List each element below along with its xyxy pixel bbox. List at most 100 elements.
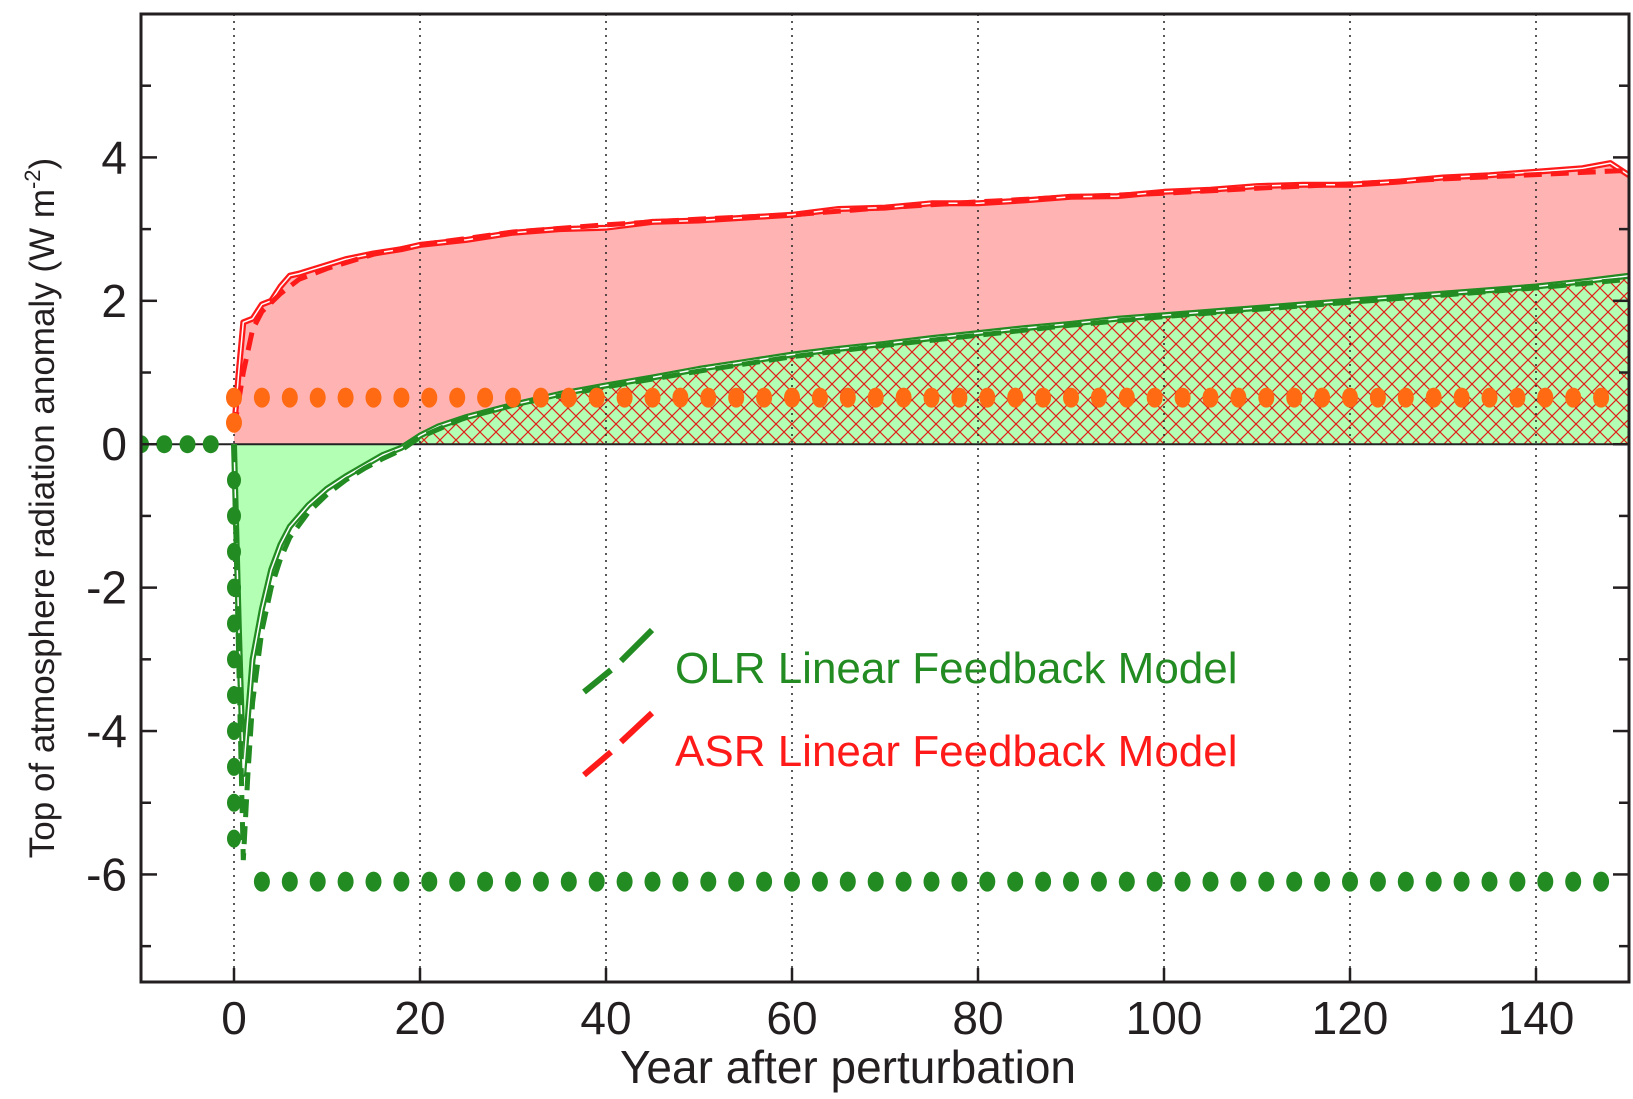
legend-asr-dash-1	[582, 749, 613, 778]
olr-forcing-dot	[784, 871, 800, 892]
baseline-dot	[202, 435, 219, 454]
olr-forcing-dot	[1369, 871, 1386, 892]
forcing-dot	[1202, 387, 1219, 408]
olr-forcing-dot	[1090, 871, 1107, 892]
forcing-dot	[784, 387, 800, 408]
forcing-dot	[1174, 387, 1191, 408]
olr-forcing-dot	[644, 871, 661, 892]
olr-forcing-dot	[672, 871, 689, 892]
olr-forcing-dot	[728, 871, 745, 892]
olr-drop-dot	[227, 757, 241, 776]
olr-forcing-dot	[1174, 871, 1191, 892]
legend-asr-label: ASR Linear Feedback Model	[675, 727, 1238, 776]
olr-forcing-dot	[1202, 871, 1219, 892]
olr-forcing-dot	[756, 871, 773, 892]
forcing-dot	[700, 387, 717, 408]
forcing-dot	[839, 387, 856, 408]
forcing-dot	[1007, 387, 1024, 408]
forcing-dot	[1369, 387, 1386, 408]
forcing-dot	[365, 387, 382, 408]
olr-forcing-dot	[1146, 871, 1163, 892]
olr-forcing-dot	[1565, 871, 1582, 892]
forcing-dot	[1509, 387, 1526, 408]
y-tick-label: -4	[86, 705, 127, 757]
olr-forcing-dot	[839, 871, 856, 892]
olr-forcing-dot	[1258, 871, 1275, 892]
x-tick-label: 100	[1126, 992, 1203, 1044]
y-tick-label: -2	[86, 562, 127, 614]
forcing-dot	[226, 387, 242, 408]
olr-forcing-dot	[588, 871, 605, 892]
forcing-dot	[309, 387, 326, 408]
forcing-dot	[1342, 387, 1358, 408]
olr-forcing-dot	[923, 871, 940, 892]
asr-fill-area	[234, 163, 1629, 445]
forcing-dot	[1090, 387, 1107, 408]
forcing-dot	[1537, 387, 1554, 408]
forcing-dot	[672, 387, 689, 408]
forcing-dot	[1035, 387, 1052, 408]
forcing-dot	[1286, 387, 1303, 408]
forcing-dot	[560, 387, 577, 408]
forcing-dot	[1314, 387, 1331, 408]
x-axis-title: Year after perturbation	[620, 1041, 1076, 1093]
x-tick-label: 80	[952, 992, 1003, 1044]
olr-forcing-dot	[309, 871, 326, 892]
forcing-dot	[226, 412, 242, 433]
plot-frame	[139, 12, 1631, 984]
forcing-dot	[616, 387, 633, 408]
legend: OLR Linear Feedback Model ASR Linear Fee…	[582, 627, 1238, 778]
olr-forcing-dot	[811, 871, 828, 892]
forcing-dot	[505, 387, 521, 408]
olr-drop-dot	[227, 829, 241, 848]
olr-forcing-dot	[1481, 871, 1498, 892]
olr-forcing-dot	[1397, 871, 1414, 892]
legend-asr-dash-2	[618, 710, 655, 745]
forcing-dot	[449, 387, 466, 408]
olr-forcing-dot	[1593, 871, 1610, 892]
forcing-dot	[393, 387, 410, 408]
asr-model-line	[231, 167, 1629, 431]
marker-layer	[141, 387, 1610, 892]
olr-drop-dot	[227, 471, 241, 490]
y-tick-label: 4	[101, 131, 127, 183]
olr-forcing-dot	[979, 871, 996, 892]
forcing-dot	[644, 387, 661, 408]
olr-forcing-dot	[365, 871, 382, 892]
olr-drop-dot	[227, 650, 241, 669]
forcing-dot	[756, 387, 773, 408]
x-tick-label: 20	[394, 992, 445, 1044]
forcing-dot	[1453, 387, 1470, 408]
y-tick-label: -6	[86, 848, 127, 900]
x-tick-label: 140	[1498, 992, 1575, 1044]
olr-forcing-dot	[951, 871, 968, 892]
olr-forcing-dot	[1425, 871, 1442, 892]
forcing-dot	[532, 387, 549, 408]
forcing-dot	[1593, 387, 1610, 408]
olr-forcing-dot	[895, 871, 912, 892]
olr-forcing-dot	[253, 871, 270, 892]
olr-forcing-dot	[1342, 871, 1358, 892]
olr-forcing-dot	[1063, 871, 1079, 892]
olr-forcing-dot	[281, 871, 298, 892]
forcing-dot	[895, 387, 912, 408]
forcing-dot	[421, 387, 438, 408]
forcing-dot	[281, 387, 298, 408]
legend-olr-label: OLR Linear Feedback Model	[675, 644, 1238, 693]
olr-forcing-dot	[616, 871, 633, 892]
forcing-dot	[923, 387, 940, 408]
olr-forcing-dot	[867, 871, 884, 892]
olr-forcing-dot	[477, 871, 494, 892]
olr-drop-dot	[227, 686, 241, 705]
line-layer	[141, 160, 1629, 861]
olr-forcing-dot	[1118, 871, 1135, 892]
baseline-dot	[179, 435, 196, 454]
x-tick-label: 120	[1312, 992, 1389, 1044]
olr-forcing-dot	[1537, 871, 1554, 892]
forcing-dot	[253, 387, 270, 408]
forcing-dot	[1425, 387, 1442, 408]
forcing-dot	[1258, 387, 1275, 408]
olr-drop-dot	[227, 542, 241, 561]
olr-forcing-dot	[560, 871, 577, 892]
